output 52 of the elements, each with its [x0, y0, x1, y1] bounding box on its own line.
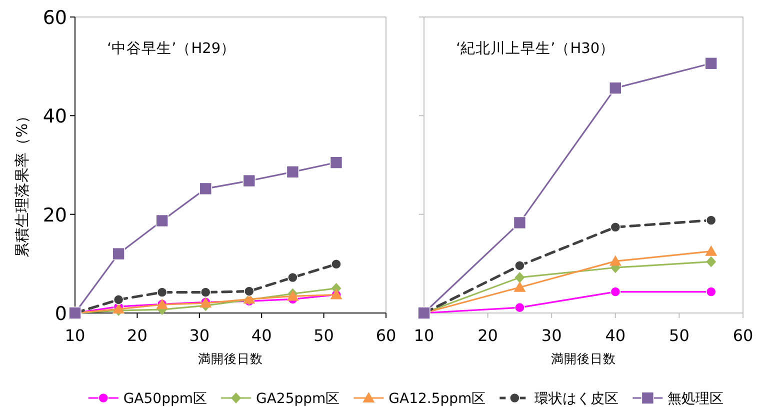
point — [199, 182, 212, 196]
point — [514, 260, 525, 271]
x-tick-label: 30 — [189, 326, 210, 345]
x-tick-label: 10 — [414, 326, 434, 345]
y-tick-label: 60 — [42, 7, 67, 29]
point — [286, 166, 300, 178]
point — [514, 281, 526, 292]
text: ‘紀北川上早生’（H30） — [456, 40, 615, 57]
point — [610, 222, 621, 232]
point — [705, 245, 718, 256]
x-tick-label: 50 — [314, 326, 334, 345]
point — [156, 287, 168, 298]
point — [331, 258, 342, 270]
point — [244, 286, 254, 296]
x-tick-label: 60 — [732, 326, 754, 345]
y-axis-title: 累積生理落果率（%） — [13, 108, 31, 258]
point — [113, 294, 124, 305]
x-axis-title: 満開後日数 — [551, 351, 616, 366]
x-tick-label: 20 — [478, 326, 498, 345]
point — [513, 216, 526, 230]
point — [609, 82, 622, 94]
text: ‘中谷早生’（H29） — [107, 40, 236, 57]
x-tick-label: 50 — [669, 326, 690, 345]
legend-label: GA12.5ppm区 — [388, 391, 486, 407]
point — [330, 156, 343, 169]
point — [706, 256, 716, 268]
legend-label: GA25ppm区 — [256, 391, 340, 407]
point — [706, 286, 716, 297]
legend-label: 環状はく皮区 — [534, 391, 619, 407]
x-tick-label: 40 — [251, 326, 272, 345]
point — [704, 56, 718, 70]
x-tick-label: 40 — [605, 326, 626, 345]
legend-label: GA50ppm区 — [123, 391, 207, 407]
point — [514, 272, 525, 283]
x-tick-label: 10 — [64, 326, 86, 345]
point — [514, 302, 525, 313]
x-tick-label: 60 — [376, 326, 396, 345]
legend-label: 無処理区 — [668, 391, 724, 407]
point — [609, 255, 622, 266]
point — [156, 214, 168, 228]
point — [112, 247, 125, 260]
point — [200, 287, 211, 298]
point — [242, 174, 256, 188]
point — [288, 272, 298, 283]
y-tick-label: 40 — [42, 106, 67, 128]
x-tick-label: 30 — [541, 326, 562, 345]
y-tick-label: 0 — [54, 303, 67, 325]
point — [610, 286, 621, 297]
x-tick-label: 20 — [127, 326, 148, 345]
point — [706, 215, 716, 226]
x-axis-title: 満開後日数 — [198, 351, 263, 366]
y-tick-label: 20 — [42, 204, 67, 226]
